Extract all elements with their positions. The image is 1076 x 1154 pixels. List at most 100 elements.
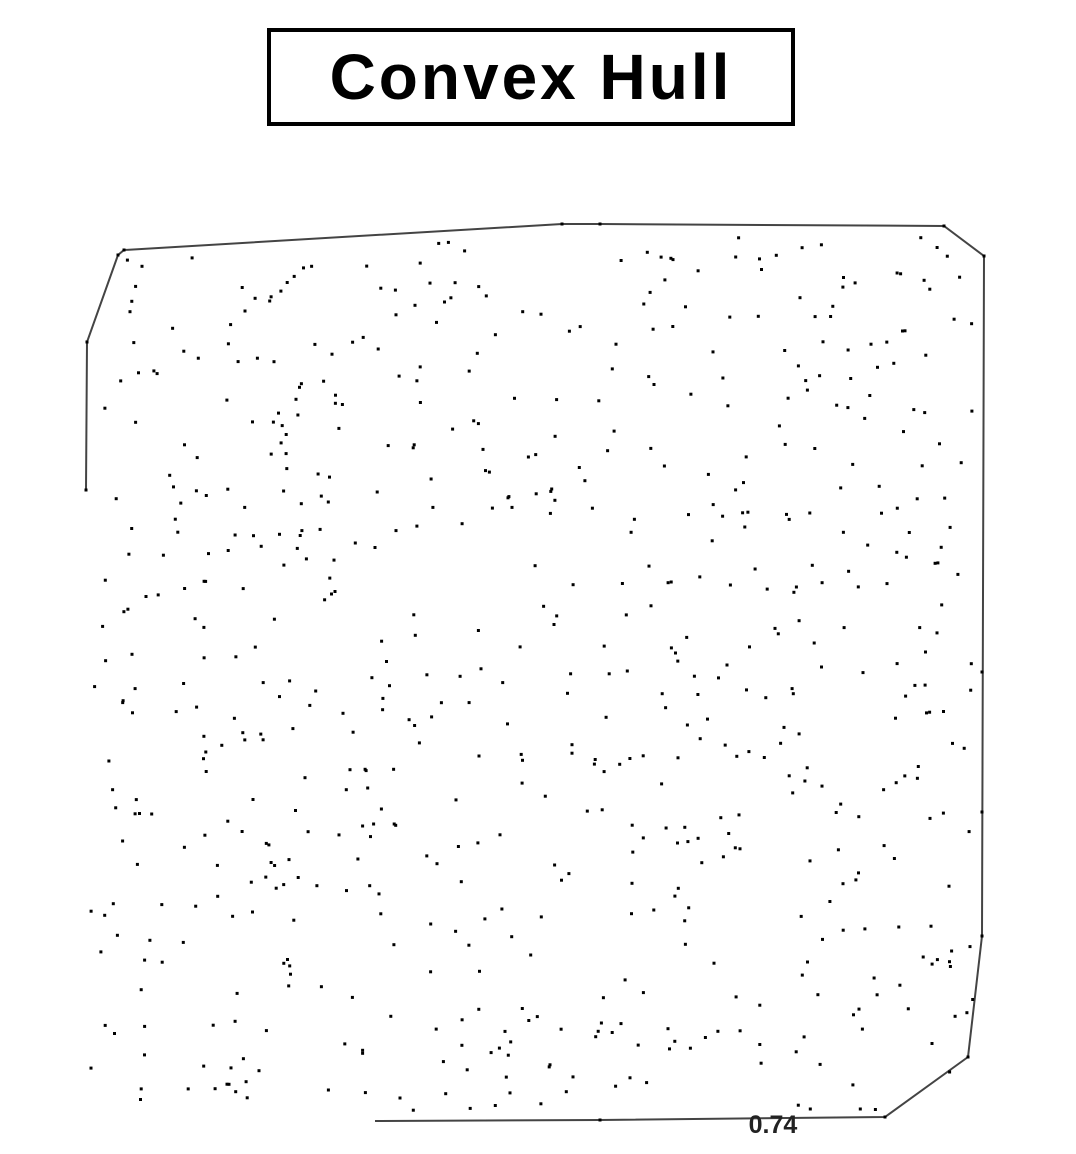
point [782,725,786,729]
point [685,723,689,727]
point [243,309,247,313]
point [738,1029,742,1033]
point [139,1098,142,1101]
point [592,762,596,766]
point [411,1108,415,1112]
point [907,531,911,534]
point [857,871,860,875]
point [128,310,132,314]
point [132,341,136,345]
point [216,894,220,898]
point [130,527,134,530]
point [648,290,652,294]
point [269,295,273,299]
point [533,564,537,568]
point [982,254,986,258]
point [460,1018,464,1022]
point [787,517,791,521]
point [89,909,93,913]
point [835,403,839,407]
point [257,1069,261,1073]
point [111,902,115,906]
point [777,424,781,428]
point [326,500,330,504]
point [278,532,281,536]
point [418,401,422,404]
point [446,240,450,244]
point [122,610,126,614]
point [747,750,751,754]
point [534,492,538,496]
point [787,774,791,778]
point [506,722,509,726]
point [696,693,700,696]
point [193,617,197,621]
point [813,315,817,319]
point [241,731,245,735]
point [267,843,271,847]
point [251,798,255,801]
point [498,833,502,837]
point [876,365,879,369]
point [666,1027,670,1031]
point [820,784,824,788]
point [930,1042,934,1045]
point [443,300,446,304]
point [624,613,628,617]
point [553,498,557,502]
point [330,592,333,596]
point [901,329,904,333]
point [935,631,939,635]
point [255,356,259,360]
point [138,812,141,815]
point [521,310,525,314]
point [698,737,702,741]
point [251,910,254,914]
point [375,490,379,494]
point [692,674,696,678]
point [873,1108,877,1111]
point [459,880,463,884]
point [671,258,675,262]
point [660,782,664,786]
point [808,859,812,863]
point [381,696,385,700]
point [135,862,139,866]
point [797,619,801,623]
point [253,645,257,649]
point [497,1046,501,1050]
point [895,662,899,666]
point [207,552,210,556]
point [287,858,291,862]
point [555,614,559,618]
point [687,906,691,910]
point [803,779,807,783]
point [547,1065,551,1069]
point [688,1046,692,1050]
point [460,522,464,526]
point [261,738,265,742]
point [928,287,932,291]
point [161,553,165,557]
point [892,361,896,365]
point [834,811,838,814]
point [233,1019,237,1023]
point [808,511,812,515]
point [550,487,554,491]
point [437,241,441,245]
point [261,681,265,685]
point [734,488,738,492]
point [725,663,729,667]
point [274,886,278,890]
point [243,738,247,742]
point [791,692,795,696]
point [477,754,481,758]
point [121,699,125,703]
point [319,985,323,989]
point [134,284,138,288]
point [669,580,673,584]
point [899,272,903,276]
point [365,264,369,268]
point [487,470,491,474]
point [113,1032,116,1035]
